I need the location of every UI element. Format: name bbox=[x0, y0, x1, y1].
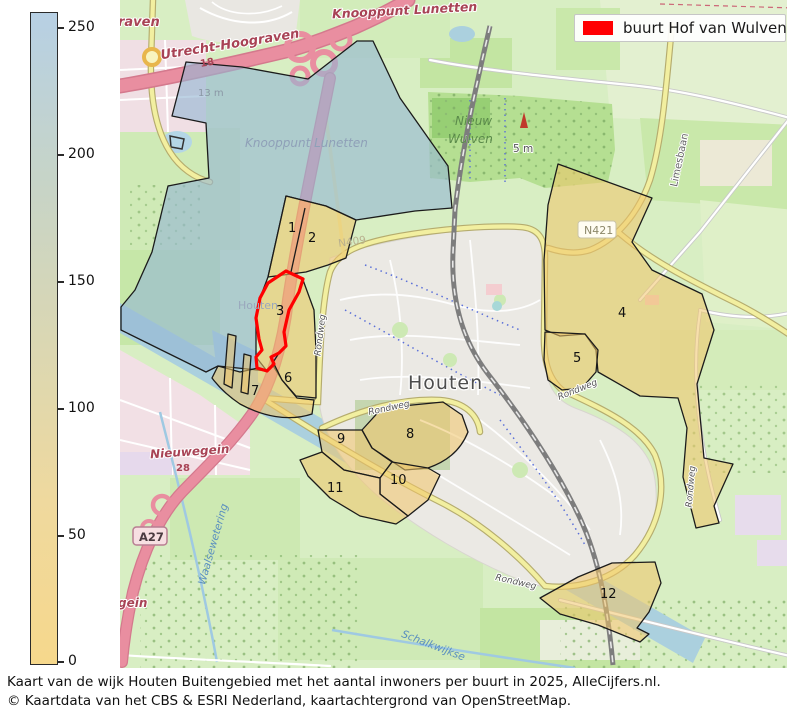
place-label-houten-faded: Houten bbox=[238, 299, 278, 312]
exit-number-18: 18 bbox=[199, 57, 215, 70]
stream-waalsewetering bbox=[158, 411, 219, 663]
dock-pier bbox=[223, 333, 237, 389]
forest-label-wulven: Wulven bbox=[448, 132, 493, 146]
colorbar-tick bbox=[57, 281, 64, 283]
colorbar-tick bbox=[57, 27, 64, 29]
exit-number-28: 28 bbox=[176, 463, 190, 474]
map-svg: raven Utrecht-Hoograven 18 Knooppunt Lun… bbox=[112, 0, 794, 670]
colorbar-tick-label: 0 bbox=[68, 653, 77, 669]
buurt-polygon-12 bbox=[539, 561, 662, 643]
map-area: raven Utrecht-Hoograven 18 Knooppunt Lun… bbox=[112, 0, 794, 670]
region-number-8: 8 bbox=[406, 427, 414, 442]
railway bbox=[450, 25, 616, 666]
figure-caption-line2: © Kaartdata van het CBS & ESRI Nederland… bbox=[7, 693, 572, 709]
buurt-polygon-1-2 bbox=[267, 195, 357, 278]
colorbar-gradient bbox=[30, 12, 58, 665]
region-numbers: 1 2 3 4 5 6 7 8 9 10 11 12 bbox=[251, 221, 626, 602]
region-number-4: 4 bbox=[618, 306, 626, 321]
map-right-margin bbox=[787, 0, 794, 668]
figure-caption-line1: Kaart van de wijk Houten Buitengebied me… bbox=[7, 674, 661, 690]
admin-boundary bbox=[659, 3, 794, 9]
region-number-1: 1 bbox=[288, 221, 296, 236]
colorbar-tick bbox=[57, 154, 64, 156]
colorbar-tick-label: 250 bbox=[68, 19, 95, 35]
tower-icon bbox=[520, 112, 528, 128]
region-number-10: 10 bbox=[390, 473, 407, 488]
forest-label-nieuw: Nieuw bbox=[455, 114, 492, 128]
place-label-nieuwegein-fragment: gein bbox=[120, 596, 147, 610]
region-number-7: 7 bbox=[251, 384, 259, 399]
region-number-3: 3 bbox=[276, 304, 284, 319]
region-number-2: 2 bbox=[308, 231, 316, 246]
buurt-polygon-hof-van-wulven bbox=[254, 269, 305, 373]
region-number-9: 9 bbox=[337, 432, 345, 447]
road-shield-n421: N421 bbox=[577, 220, 617, 239]
legend-swatch-red bbox=[583, 21, 613, 35]
buurt-polygons bbox=[120, 40, 734, 643]
stream-schalkwijksewetering bbox=[331, 628, 576, 670]
elevation-label-5m: 5 m bbox=[513, 143, 533, 155]
road-ref-n409: N409 bbox=[337, 234, 366, 250]
place-label-nieuwegein: Nieuwegein bbox=[150, 442, 230, 462]
junction-label-knooppunt-lunetten-faded: Knooppunt Lunetten bbox=[245, 136, 368, 150]
buurt-polygon-7 bbox=[211, 363, 315, 419]
elevation-label-13m: 13 m bbox=[198, 88, 224, 99]
road-ref-a27: A27 bbox=[139, 530, 164, 544]
place-label-hoograven: raven bbox=[120, 15, 160, 30]
region-number-6: 6 bbox=[284, 371, 292, 386]
forest-nieuw-wulven bbox=[428, 92, 615, 188]
region-number-11: 11 bbox=[327, 481, 344, 496]
buurt-polygon-11 bbox=[299, 451, 409, 525]
dock-pier bbox=[240, 353, 252, 395]
legend-label: buurt Hof van Wulven bbox=[623, 19, 787, 37]
urban-nieuwegein bbox=[119, 350, 251, 476]
colorbar-tick bbox=[57, 408, 64, 410]
colorbar-tick bbox=[57, 661, 64, 663]
region-number-5: 5 bbox=[573, 351, 581, 366]
region-number-12: 12 bbox=[600, 587, 617, 602]
colorbar-tick-label: 100 bbox=[68, 400, 95, 416]
road-shield-a27: A27 bbox=[132, 526, 168, 546]
legend: buurt Hof van Wulven bbox=[574, 14, 787, 42]
buurt-polygon-5 bbox=[543, 331, 599, 391]
road-label-rondweg-southeast: Rondweg bbox=[685, 465, 699, 508]
road-ref-n421: N421 bbox=[584, 224, 613, 237]
colorbar-tick-label: 200 bbox=[68, 146, 95, 162]
colorbar-tick-label: 50 bbox=[68, 527, 86, 543]
colorbar-tick-label: 150 bbox=[68, 273, 95, 289]
city-label-houten: Houten bbox=[408, 372, 483, 394]
colorbar-tick bbox=[57, 535, 64, 537]
